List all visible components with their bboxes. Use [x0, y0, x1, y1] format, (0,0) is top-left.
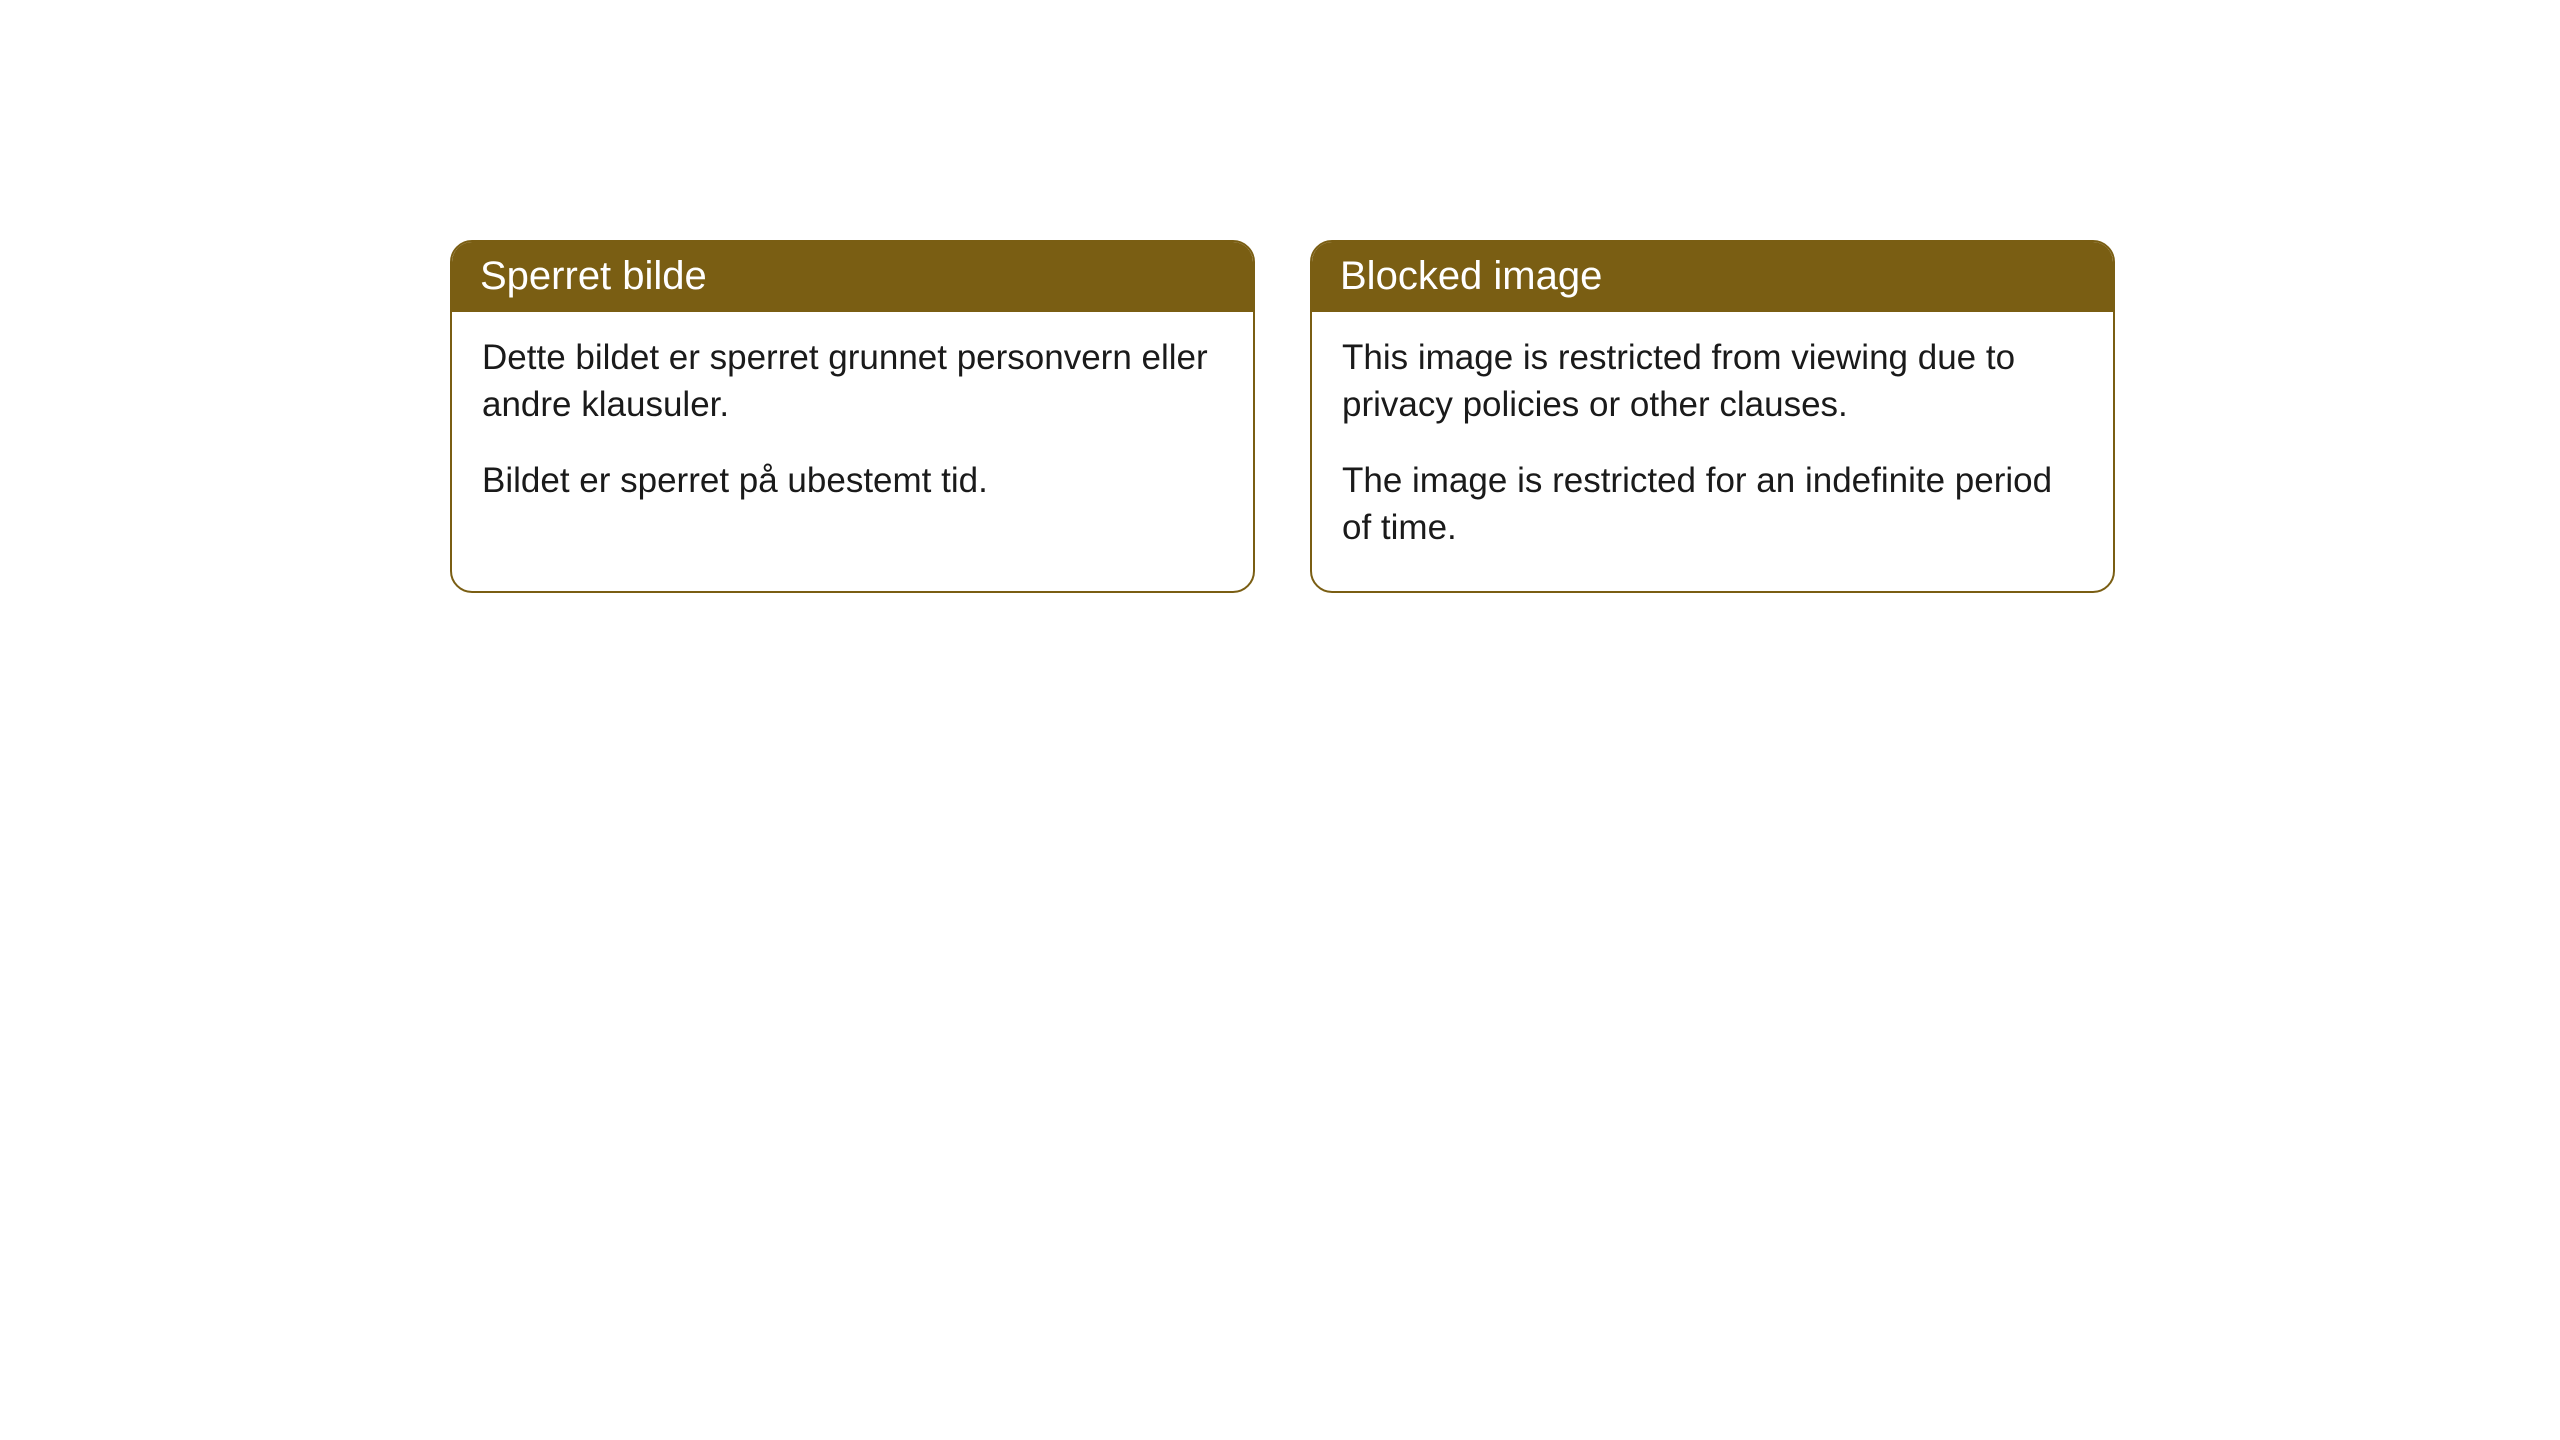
card-header-english: Blocked image [1312, 242, 2113, 312]
blocked-image-card-norwegian: Sperret bilde Dette bildet er sperret gr… [450, 240, 1255, 593]
card-title: Sperret bilde [480, 254, 707, 298]
notice-cards-container: Sperret bilde Dette bildet er sperret gr… [450, 240, 2115, 593]
card-body-norwegian: Dette bildet er sperret grunnet personve… [452, 312, 1253, 544]
card-paragraph-1: Dette bildet er sperret grunnet personve… [482, 334, 1223, 429]
card-paragraph-2: The image is restricted for an indefinit… [1342, 457, 2083, 552]
blocked-image-card-english: Blocked image This image is restricted f… [1310, 240, 2115, 593]
card-body-english: This image is restricted from viewing du… [1312, 312, 2113, 591]
card-title: Blocked image [1340, 254, 1602, 298]
card-header-norwegian: Sperret bilde [452, 242, 1253, 312]
card-paragraph-1: This image is restricted from viewing du… [1342, 334, 2083, 429]
card-paragraph-2: Bildet er sperret på ubestemt tid. [482, 457, 1223, 504]
